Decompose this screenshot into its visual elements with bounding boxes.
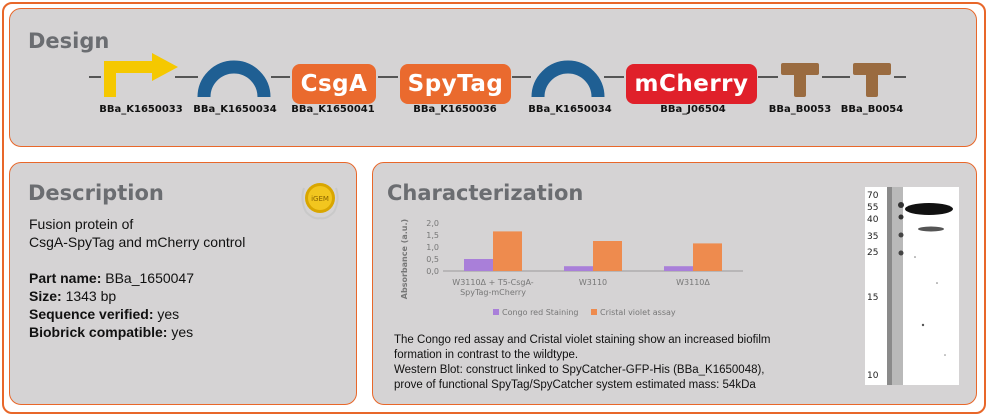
chart-bar xyxy=(693,243,722,271)
rbs-icon xyxy=(197,60,271,98)
medal-text: iGEM xyxy=(311,195,329,203)
mw-marker: 25 xyxy=(867,248,879,258)
western-blot-image: 70 55 40 35 25 15 10 xyxy=(865,187,959,385)
part-id-label: BBa_B0054 xyxy=(840,104,904,115)
part-id-label: BBa_K1650041 xyxy=(291,104,375,115)
part-id-label: BBa_B0053 xyxy=(768,104,832,115)
design-panel: Design CsgA SpyTag mChe xyxy=(9,8,977,147)
spec-size: Size: 1343 bp xyxy=(29,288,117,304)
chart-bar xyxy=(564,266,593,271)
cds-spytag: SpyTag xyxy=(400,64,511,104)
promoter-icon xyxy=(104,53,178,97)
part-id-label: BBa_J06504 xyxy=(660,104,726,115)
x-tick-label: W3110Δ + T5-CsgA- xyxy=(452,278,534,287)
spec-sequence-verified: Sequence verified: yes xyxy=(29,306,180,322)
mw-marker: 35 xyxy=(867,232,879,242)
x-tick-label: W3110 xyxy=(579,278,607,287)
description-title: Description xyxy=(28,181,164,205)
x-tick-label: W3110Δ xyxy=(676,278,710,287)
mw-marker: 70 xyxy=(867,191,879,201)
characterization-text: The Congo red assay and Cristal violet s… xyxy=(394,333,824,393)
legend-swatch xyxy=(493,309,499,315)
absorbance-chart: 2,0 1,5 1,0 0,5 0,0 Absorbance (a.u.) W3110Δ +… xyxy=(400,219,743,317)
part-id-label: BBa_K1650036 xyxy=(413,104,497,115)
legend-label: Congo red Staining xyxy=(502,308,579,317)
y-tick-label: 0,5 xyxy=(426,255,439,264)
mw-marker: 15 xyxy=(867,293,879,303)
cds-mcherry: mCherry xyxy=(626,64,757,104)
legend-label: Cristal violet assay xyxy=(600,308,676,317)
y-tick-label: 1,5 xyxy=(426,231,439,240)
spec-biobrick-compatible: Biobrick compatible: yes xyxy=(29,324,194,340)
part-id-label: BBa_K1650034 xyxy=(193,104,277,115)
chart-bar xyxy=(493,231,522,271)
char-text-line: formation in contrast to the wildtype. xyxy=(394,349,579,361)
spec-part-name: Part name: BBa_1650047 xyxy=(29,270,195,286)
terminator-icon xyxy=(781,63,819,97)
mw-marker: 55 xyxy=(867,203,879,213)
description-panel: Description iGEM Fusion protein of CsgA-… xyxy=(9,162,357,405)
summary-line: Fusion protein of xyxy=(29,216,134,232)
char-text-line: The Congo red assay and Cristal violet s… xyxy=(394,334,771,346)
x-tick-label: SpyTag-mCherry xyxy=(460,288,526,297)
rbs-icon xyxy=(531,60,605,98)
design-title: Design xyxy=(28,29,110,53)
y-axis-label: Absorbance (a.u.) xyxy=(400,219,409,299)
chart-bar xyxy=(593,241,622,271)
legend-swatch xyxy=(591,309,597,315)
cds-csga: CsgA xyxy=(292,64,376,104)
gold-medal-icon: iGEM xyxy=(301,183,339,220)
characterization-panel: Characterization 2,0 1,5 1,0 0,5 0,0 Absorban… xyxy=(372,162,977,405)
part-id-label: BBa_K1650034 xyxy=(528,104,612,115)
description-body: Fusion protein of CsgA-SpyTag and mCherr… xyxy=(29,215,349,341)
summary-line: CsgA-SpyTag and mCherry control xyxy=(29,234,246,250)
terminator-icon xyxy=(853,63,891,97)
chart-bar xyxy=(464,259,493,271)
parts-backbone xyxy=(89,53,906,98)
chart-bar xyxy=(664,266,693,271)
mw-marker: 10 xyxy=(867,371,879,381)
y-tick-label: 0,0 xyxy=(426,267,439,276)
char-text-line: Western Blot: construct linked to SpyCat… xyxy=(394,364,765,376)
blot-lanes xyxy=(887,187,953,385)
y-tick-label: 2,0 xyxy=(426,219,439,228)
mw-marker: 40 xyxy=(867,215,879,225)
part-id-label: BBa_K1650033 xyxy=(99,104,183,115)
char-text-line: prove of functional SpyTag/SpyCatcher sy… xyxy=(394,379,756,391)
y-tick-label: 1,0 xyxy=(426,243,439,252)
characterization-title: Characterization xyxy=(387,181,584,205)
